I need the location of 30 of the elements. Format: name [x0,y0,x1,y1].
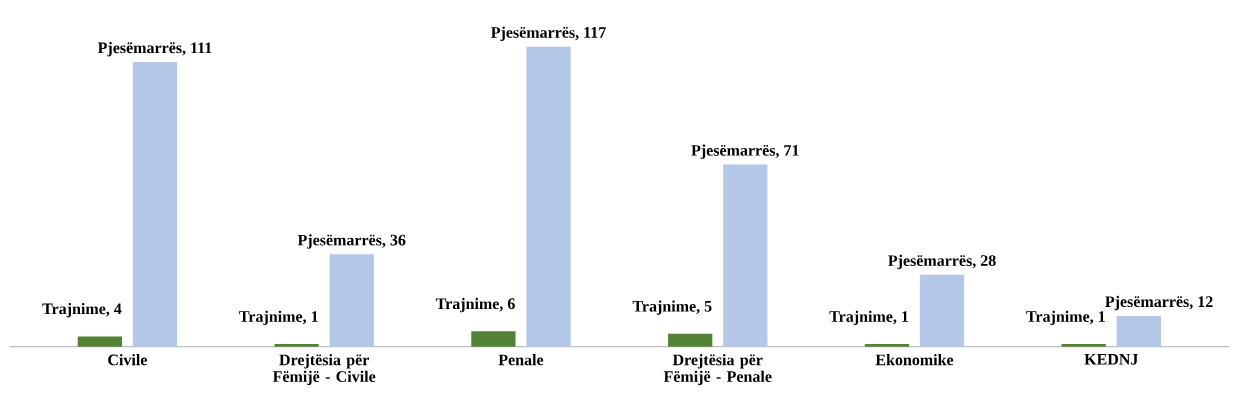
data-label: Trajnime, 4 [42,302,122,318]
bar [864,344,910,347]
bar [132,62,178,347]
data-label: Pjesëmarrës, 111 [97,41,212,57]
data-label: Pjesëmarrës, 117 [491,26,606,42]
x-tick-label: Civile [108,354,147,366]
data-label: Pjesëmarrës, 71 [691,144,799,160]
bar [471,331,516,347]
data-label: Trajnime, 1 [239,310,318,326]
bar [1061,344,1106,347]
data-label: Pjesëmarrës, 36 [297,234,406,249]
bar [274,344,319,347]
x-tick-label: Drejtësia për Fëmijë - Civile [272,354,376,386]
bar [668,333,713,347]
data-label: Trajnime, 1 [1026,310,1105,326]
x-tick-label: KEDNJ [1084,354,1138,365]
bar [526,46,571,347]
x-tick-label: Ekonomike [875,354,954,366]
bar [1116,315,1161,347]
data-label: Trajnime, 5 [632,300,712,315]
data-label: Pjesëmarrës, 12 [1105,295,1213,311]
bar [919,274,965,347]
bar [77,336,122,347]
x-tick-label: Drejtësia për Fëmijë - Penale [663,354,772,386]
x-tick-label: Penale [498,354,544,366]
data-label: Pjesëmarrës, 28 [888,254,996,270]
data-label: Trajnime, 1 [829,310,909,326]
bar [723,164,768,347]
bar [329,254,374,347]
data-label: Trajnime, 6 [435,297,515,313]
